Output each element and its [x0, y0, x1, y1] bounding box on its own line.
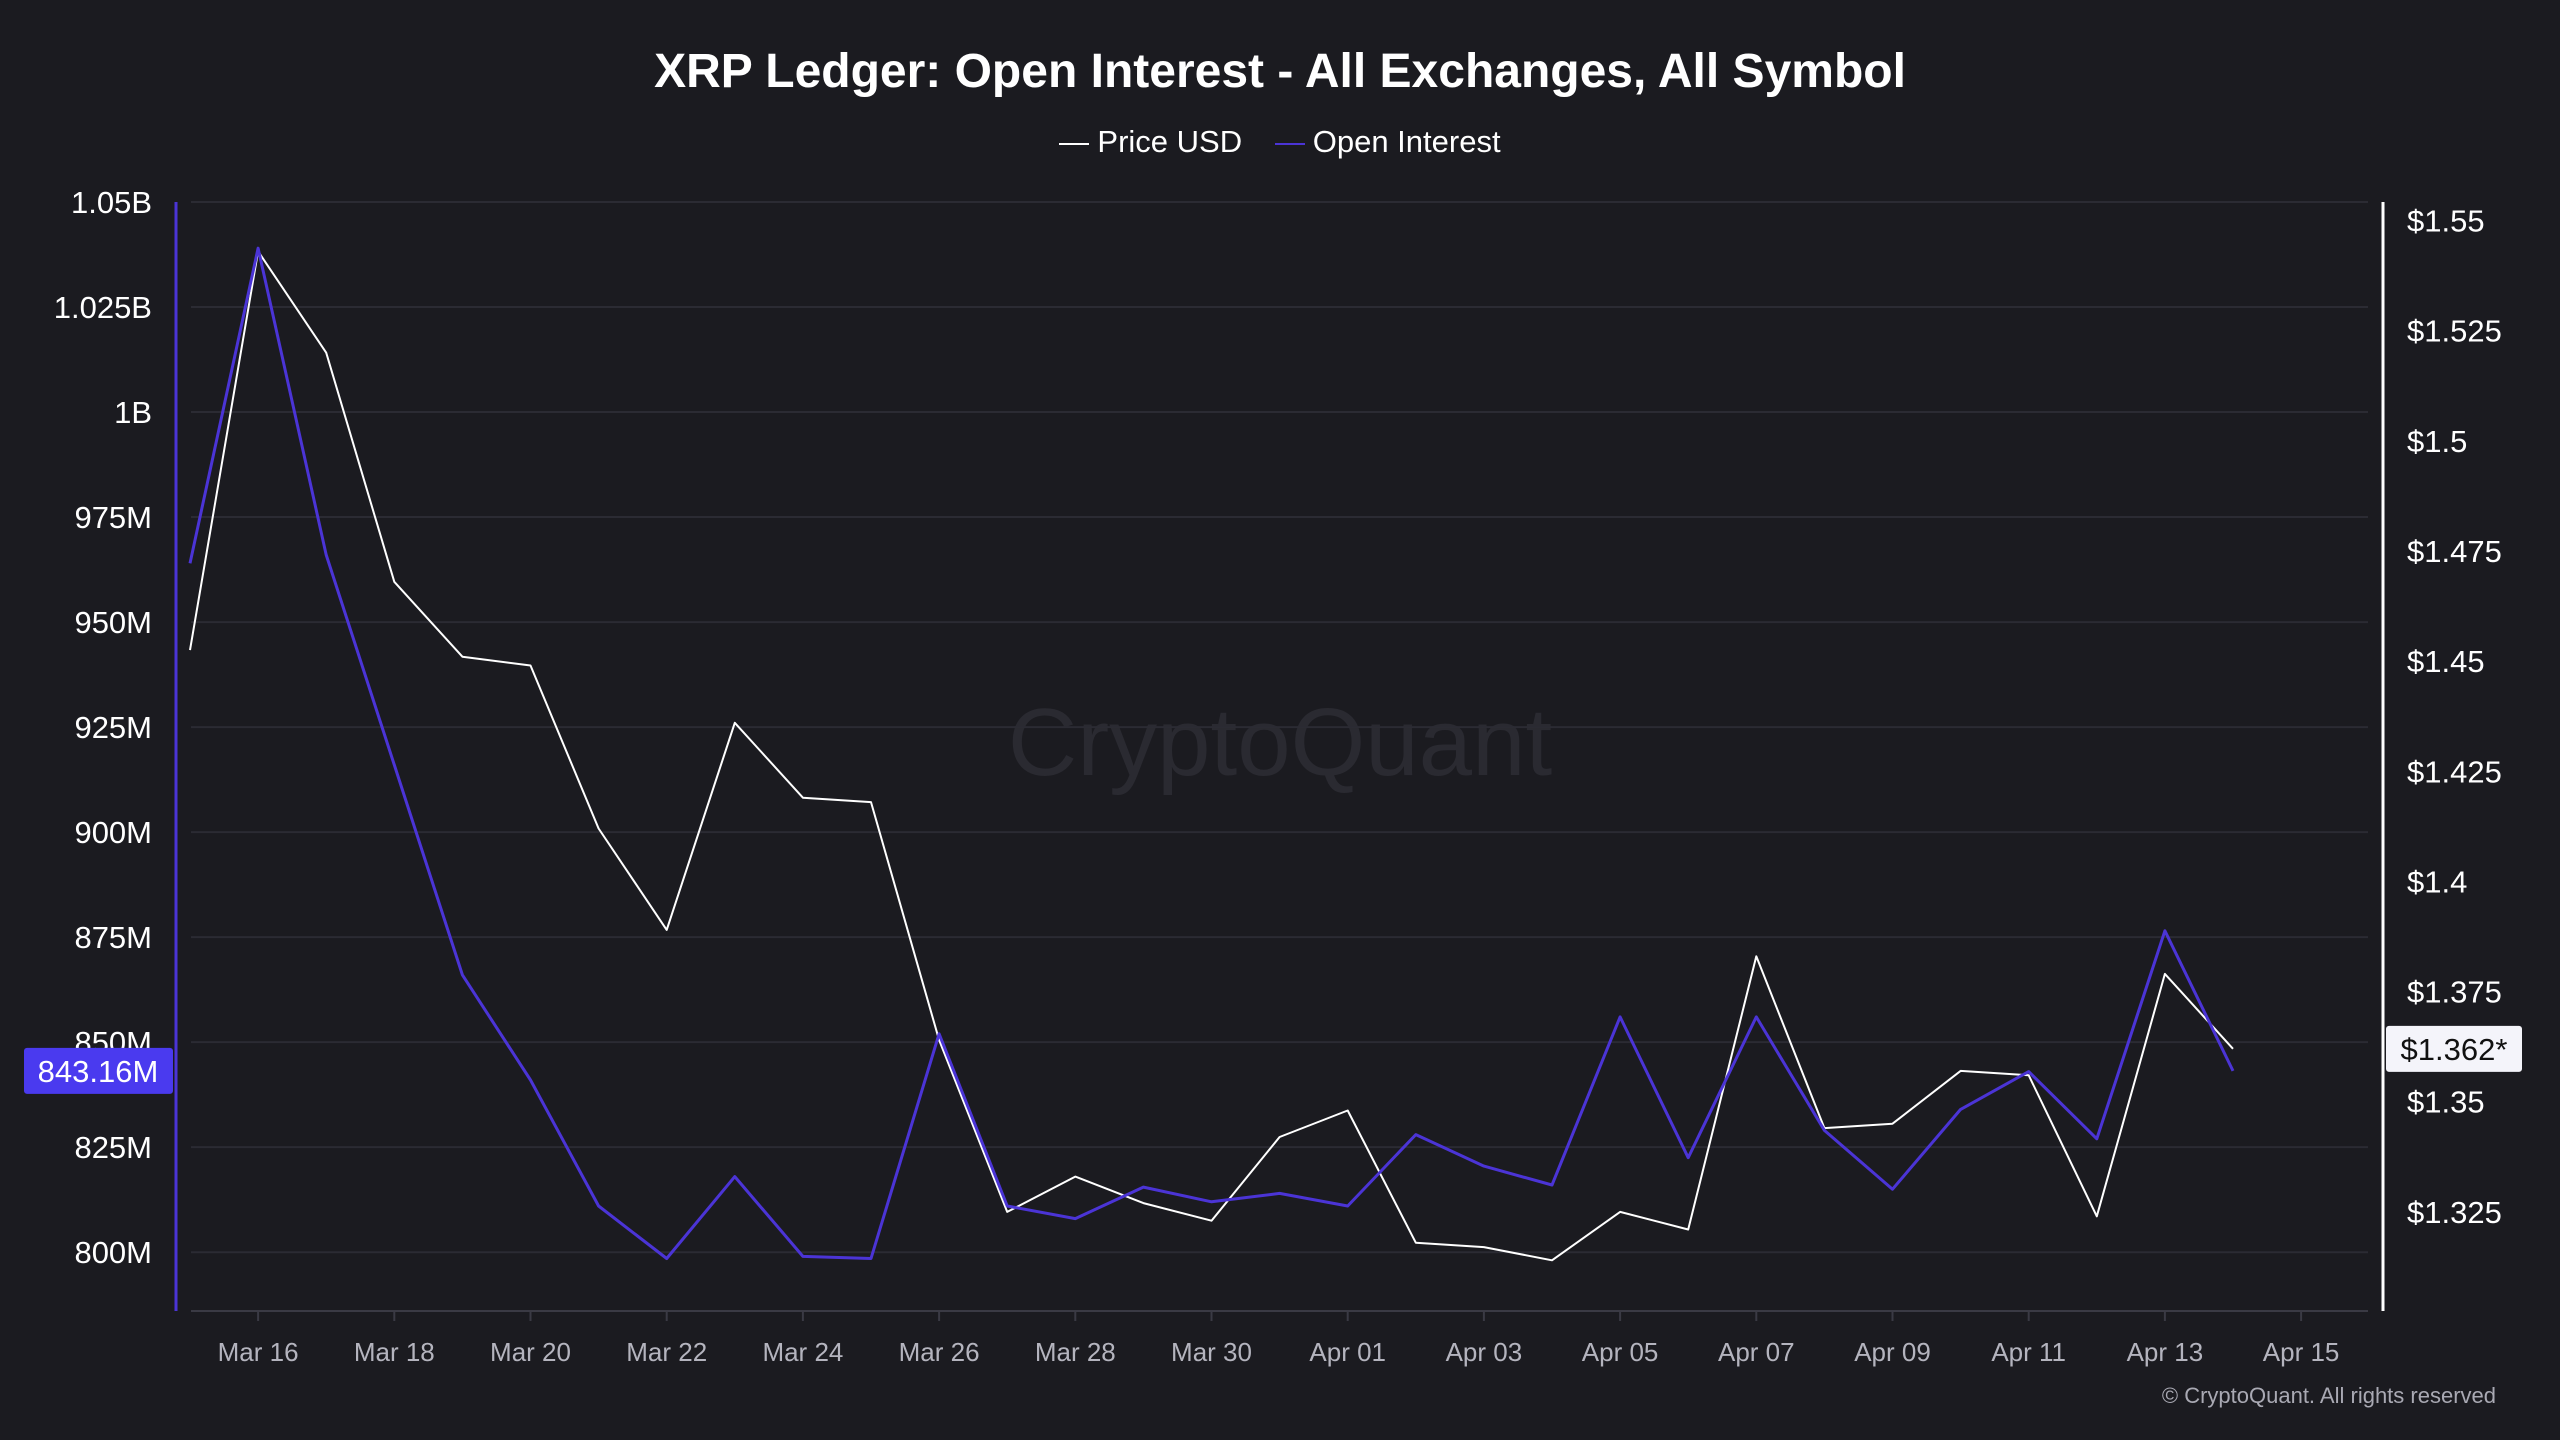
copyright-text: © CryptoQuant. All rights reserved	[2161, 1383, 2496, 1408]
right-tick-label: $1.5	[2407, 424, 2467, 459]
legend-label-open-interest: Open Interest	[1312, 124, 1501, 159]
x-tick-label: Apr 07	[1718, 1337, 1795, 1367]
x-tick-label: Mar 28	[1035, 1337, 1116, 1367]
x-tick-label: Mar 24	[762, 1337, 843, 1367]
series-line-price-usd	[189, 250, 2234, 1262]
right-tick-label: $1.425	[2407, 754, 2502, 789]
right-tick-label: $1.525	[2407, 314, 2502, 349]
left-tick-label: 975M	[74, 500, 152, 535]
legend: Price USD Open Interest	[0, 124, 2560, 160]
x-tick-label: Apr 05	[1582, 1337, 1659, 1367]
left-tick-label: 1B	[114, 395, 152, 430]
x-tick-label: Apr 01	[1309, 1337, 1386, 1367]
left-tick-label: 800M	[74, 1235, 152, 1270]
x-tick-label: Apr 15	[2263, 1337, 2340, 1367]
left-tick-label: 875M	[74, 920, 152, 955]
x-tick-label: Mar 20	[490, 1337, 571, 1367]
price-last-value-badge	[2386, 1025, 2522, 1072]
x-tick-label: Apr 09	[1854, 1337, 1931, 1367]
right-tick-label: $1.475	[2407, 534, 2502, 569]
right-tick-label: $1.55	[2407, 204, 2485, 239]
legend-item-open-interest[interactable]: Open Interest	[1274, 124, 1501, 160]
right-tick-label: $1.4	[2407, 864, 2467, 899]
right-tick-label: $1.375	[2407, 975, 2502, 1010]
right-tick-label: $1.45	[2407, 644, 2485, 679]
left-tick-label: 925M	[74, 710, 152, 745]
legend-swatch-open-interest	[1274, 142, 1305, 145]
chart-title: XRP Ledger: Open Interest - All Exchange…	[654, 45, 1906, 98]
left-tick-label: 825M	[74, 1130, 152, 1165]
x-tick-label: Mar 26	[899, 1337, 980, 1367]
legend-swatch-price	[1059, 142, 1090, 145]
left-tick-label: 950M	[74, 605, 152, 640]
x-tick-label: Mar 22	[626, 1337, 707, 1367]
x-tick-label: Mar 18	[354, 1337, 435, 1367]
right-tick-label: $1.35	[2407, 1085, 2485, 1120]
legend-item-price[interactable]: Price USD	[1059, 124, 1242, 160]
watermark: CryptoQuant	[1008, 689, 1552, 796]
price-last-value-label: $1.362*	[2401, 1032, 2508, 1067]
left-tick-label: 1.05B	[71, 185, 152, 220]
x-tick-label: Apr 11	[1991, 1337, 2066, 1367]
left-tick-label: 1.025B	[54, 290, 152, 325]
oi-last-value-label: 843.16M	[38, 1054, 159, 1089]
x-tick-label: Mar 30	[1171, 1337, 1252, 1367]
right-tick-label: $1.325	[2407, 1195, 2502, 1230]
left-tick-label: 900M	[74, 815, 152, 850]
series-line-open-interest	[188, 246, 2235, 1260]
x-tick-label: Apr 13	[2127, 1337, 2204, 1367]
x-tick-label: Mar 16	[218, 1337, 299, 1367]
legend-label-price: Price USD	[1097, 124, 1243, 159]
oi-last-value-badge	[24, 1047, 173, 1094]
x-tick-label: Apr 03	[1446, 1337, 1523, 1367]
